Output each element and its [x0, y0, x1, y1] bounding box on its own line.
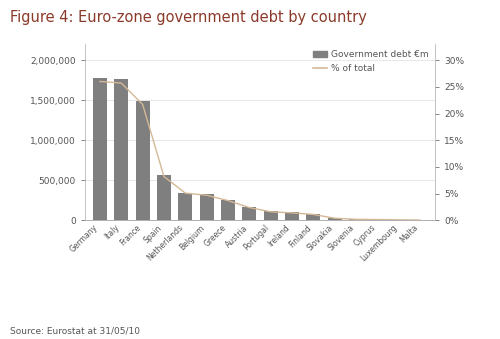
Legend: Government debt €m, % of total: Government debt €m, % of total: [311, 48, 430, 75]
Text: Source: Eurostat at 31/05/10: Source: Eurostat at 31/05/10: [10, 326, 140, 336]
Bar: [242, 207, 256, 220]
Bar: [264, 212, 278, 220]
Bar: [285, 213, 299, 220]
Bar: [349, 219, 363, 220]
Bar: [114, 79, 128, 220]
Bar: [306, 214, 320, 220]
Bar: [178, 193, 192, 220]
Bar: [200, 194, 213, 220]
Bar: [93, 78, 107, 220]
Text: Figure 4: Euro-zone government debt by country: Figure 4: Euro-zone government debt by c…: [10, 10, 367, 25]
Bar: [328, 218, 342, 220]
Bar: [136, 101, 149, 220]
Bar: [157, 176, 171, 220]
Bar: [221, 200, 235, 220]
